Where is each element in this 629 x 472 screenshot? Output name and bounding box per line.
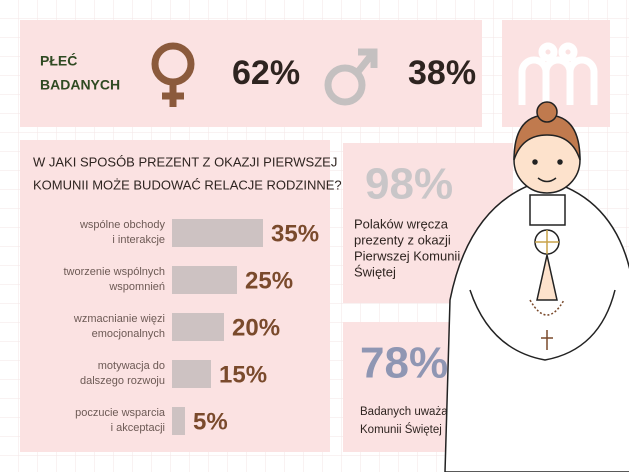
bar — [172, 219, 263, 247]
male-icon — [324, 48, 378, 106]
category-label: poczucie wsparcia — [75, 407, 166, 419]
bar-chart: 35% wspólne obchody i interakcje 25% tworzen… — [64, 219, 320, 435]
gender-title: BADANYCH — [40, 77, 120, 93]
bar — [172, 266, 237, 294]
category-label: emocjonalnych — [92, 328, 165, 340]
bar — [172, 313, 224, 341]
female-percent: 62% — [232, 54, 300, 92]
gender-panel — [20, 20, 482, 127]
stat-line: Pierwszej Komunii — [354, 248, 460, 263]
stat-value: 98% — [365, 160, 453, 209]
female-icon — [151, 42, 195, 107]
stat-value: 78% — [360, 339, 448, 388]
category-label: i akceptacji — [111, 422, 165, 434]
category-label: i interakcje — [112, 234, 165, 246]
category-label: wspólne obchody — [79, 219, 166, 231]
stat-line: prezenty z okazji — [354, 232, 451, 247]
chart-title: W JAKI SPOSÓB PREZENT Z OKAZJI PIERWSZEJ — [33, 154, 337, 169]
chart-panel — [20, 140, 330, 452]
bar — [172, 360, 211, 388]
value-label: 5% — [193, 408, 228, 435]
male-percent: 38% — [408, 54, 476, 92]
category-label: dalszego rozwoju — [80, 375, 165, 387]
category-label: tworzenie wspólnych — [64, 266, 166, 278]
value-label: 20% — [232, 314, 280, 341]
value-label: 35% — [271, 220, 319, 247]
chart-title: KOMUNII MOŻE BUDOWAĆ RELACJE RODZINNE? — [33, 177, 342, 192]
category-label: wspomnień — [108, 281, 165, 293]
stat-line: Polaków wręcza — [354, 216, 449, 231]
value-label: 25% — [245, 267, 293, 294]
category-label: motywacja do — [98, 360, 165, 372]
category-label: wzmacnianie więzi — [73, 313, 165, 325]
gender-title: PŁEĆ — [40, 52, 77, 69]
value-label: 15% — [219, 361, 267, 388]
illustration — [444, 101, 629, 472]
stat-line: Świętej — [354, 264, 396, 279]
logo — [518, 42, 598, 105]
bar — [172, 407, 185, 435]
